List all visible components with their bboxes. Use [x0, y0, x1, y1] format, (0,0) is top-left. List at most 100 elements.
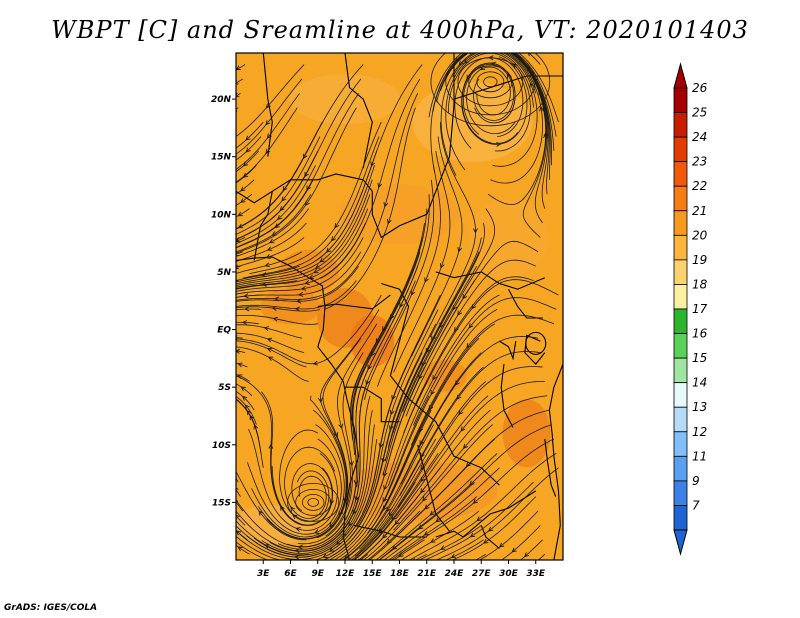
- streamline: [236, 346, 309, 382]
- streamline: [236, 222, 366, 292]
- colorbar-segment: [673, 185, 688, 212]
- streamline-arrow: [236, 499, 239, 502]
- streamline-arrow: [274, 223, 280, 229]
- colorbar-segment: [673, 382, 688, 408]
- chart-title: WBPT [C] and Sreamline at 400hPa, VT: 20…: [51, 16, 749, 44]
- streamline: [236, 165, 316, 245]
- streamline-arrow: [472, 498, 478, 504]
- streamline-arrow: [386, 506, 392, 513]
- streamline-arrow: [325, 247, 332, 253]
- lon-tick-label: 18E: [390, 569, 410, 579]
- colorbar-label: 21: [692, 204, 707, 218]
- streamline-arrow: [264, 262, 270, 268]
- anticyclone-streamline: [483, 76, 498, 88]
- streamline-arrow: [454, 380, 460, 386]
- wbpt-shade-region: [290, 74, 400, 125]
- streamline: [236, 477, 239, 483]
- streamline: [236, 337, 243, 339]
- streamline-arrow: [511, 547, 517, 553]
- colorbar-segment: [673, 480, 688, 506]
- streamline-arrow: [352, 509, 358, 515]
- boundary-line: [317, 294, 391, 310]
- colorbar-segment: [673, 455, 688, 482]
- streamline: [236, 78, 303, 155]
- anticyclone-streamline: [468, 65, 513, 99]
- streamline-arrow: [303, 153, 308, 160]
- streamline-arrow: [245, 147, 251, 153]
- map-panel: [236, 53, 563, 560]
- streamline-arrow: [338, 423, 344, 430]
- grads-credit: GrADS: IGES/COLA: [4, 603, 98, 613]
- streamline-arrow: [458, 410, 464, 416]
- streamline-arrow: [420, 452, 425, 459]
- streamline-arrow: [237, 211, 243, 217]
- streamline: [360, 553, 368, 560]
- colorbar-label: 16: [692, 327, 708, 341]
- colorbar-top-arrow: [673, 62, 688, 89]
- streamline-arrow: [439, 263, 445, 269]
- streamline: [500, 525, 541, 560]
- anticyclone-streamline: [445, 53, 536, 116]
- streamline-arrow: [539, 106, 544, 112]
- boundary-line: [435, 490, 537, 538]
- streamline-arrow: [457, 247, 463, 253]
- streamline-arrow: [386, 218, 392, 225]
- streamline-arrow: [487, 526, 494, 532]
- streamline: [400, 510, 480, 560]
- streamline: [236, 510, 362, 558]
- streamline-arrow: [258, 510, 264, 516]
- streamline-arrow: [273, 296, 280, 302]
- colorbar: 26 25 24 23 22 21 20 19 18 17 16 15 14 13 12 11 9 7: [673, 62, 708, 556]
- streamline-arrow: [314, 264, 321, 269]
- streamline-arrow: [237, 362, 243, 368]
- longitude-axis: 3E 6E 9E 12E 15E 18E 21E 24E 27E 30E 33E: [257, 560, 546, 579]
- streamline-arrow: [261, 272, 267, 277]
- streamline-arrow: [382, 533, 388, 539]
- streamline-arrow: [269, 238, 275, 244]
- streamline-arrow: [386, 538, 392, 544]
- streamline-arrow: [263, 326, 270, 331]
- streamline-arrow: [271, 306, 277, 311]
- colorbar-segment: [673, 87, 688, 113]
- streamline: [236, 251, 243, 255]
- streamline: [236, 193, 312, 253]
- lon-tick-label: 15E: [363, 569, 383, 579]
- wbpt-shade-region: [502, 399, 551, 468]
- lat-tick-label: 10N: [211, 210, 232, 220]
- colorbar-label: 14: [692, 376, 707, 390]
- colorbar-label: 22: [692, 179, 707, 193]
- streamline-arrow: [266, 337, 273, 343]
- streamline-arrow: [281, 196, 287, 202]
- colorbar-label: 19: [692, 253, 707, 267]
- colorbar-segment: [673, 505, 688, 531]
- streamline-arrow: [266, 347, 273, 353]
- streamline: [236, 324, 302, 339]
- streamline-arrow: [483, 538, 489, 544]
- streamline-arrow: [243, 293, 249, 299]
- colorbar-segment: [673, 136, 688, 163]
- streamline-arrow: [244, 306, 250, 312]
- streamline-arrow: [266, 246, 273, 251]
- streamline-arrow: [498, 542, 505, 548]
- streamline-arrow: [348, 521, 354, 527]
- streamline-arrow: [512, 63, 518, 69]
- streamline-arrow: [378, 442, 384, 449]
- streamline-arrow: [236, 80, 239, 85]
- streamline: [236, 78, 244, 84]
- boundary-line: [344, 53, 373, 169]
- streamline-arrow: [529, 82, 535, 88]
- streamline-arrow: [388, 511, 394, 517]
- streamline-arrow: [292, 514, 298, 520]
- streamline-arrow: [389, 409, 395, 416]
- streamline: [236, 350, 246, 353]
- streamline-arrow: [271, 231, 277, 236]
- streamline-arrow: [333, 432, 339, 438]
- streamline-arrow: [304, 280, 310, 285]
- cyclone-streamline: [307, 497, 320, 507]
- streamlines: [236, 53, 559, 560]
- streamline-arrow: [430, 538, 436, 543]
- streamline-arrow: [236, 348, 241, 354]
- streamline-arrow: [265, 254, 271, 259]
- anticyclone-streamline: [430, 53, 551, 127]
- wbpt-shade-region: [468, 197, 549, 278]
